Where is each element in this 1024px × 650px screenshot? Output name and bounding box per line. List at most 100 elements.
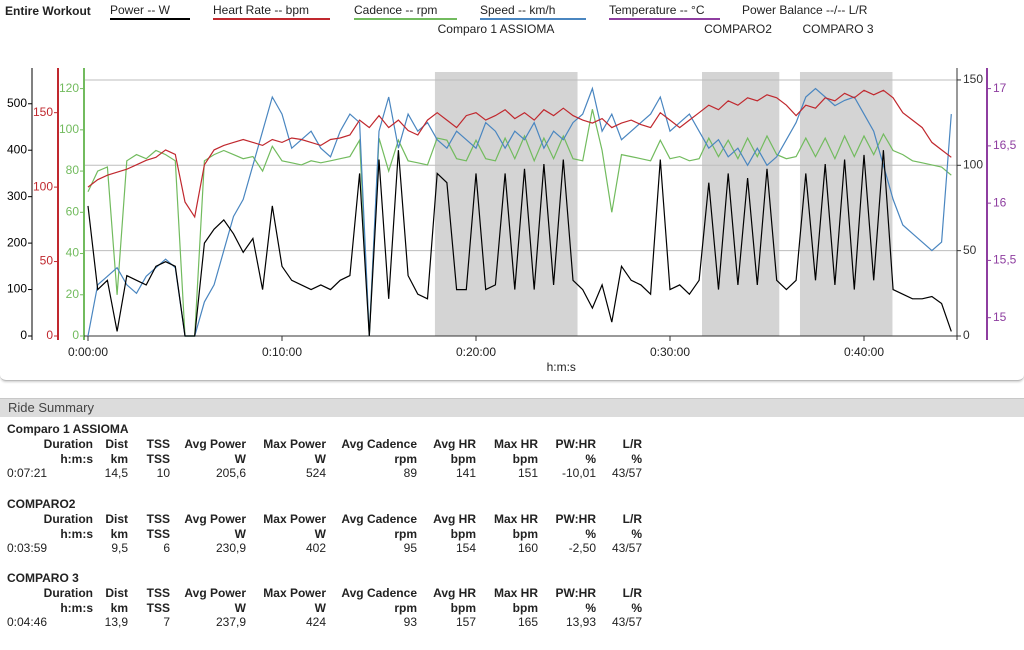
y-tick-label: 17 <box>993 81 1007 95</box>
y-tick-label: 100 <box>7 282 27 296</box>
column-header: Avg HR <box>433 512 476 526</box>
column-unit: W <box>234 601 246 615</box>
table-cell: 10 <box>156 466 170 480</box>
table-cell: 0:03:59 <box>7 541 48 555</box>
legend-label[interactable]: Power -- W <box>110 3 171 17</box>
x-tick-label: 0:30:00 <box>650 345 690 359</box>
y-tick-label: 300 <box>7 189 27 203</box>
column-unit: W <box>314 601 326 615</box>
y-tick-label: 15,5 <box>993 253 1017 267</box>
column-unit: W <box>314 527 326 541</box>
legend-label[interactable]: Temperature -- °C <box>609 3 705 17</box>
summary-bar: Ride Summary <box>0 398 1024 417</box>
table-cell: 43/57 <box>611 466 642 480</box>
column-header: Duration <box>43 586 93 600</box>
table-cell: 151 <box>517 466 538 480</box>
series-line <box>87 150 952 337</box>
column-header: Avg Cadence <box>341 586 417 600</box>
y-tick-label: 120 <box>59 81 79 95</box>
table-cell: 7 <box>163 615 170 629</box>
y-tick-label: 20 <box>66 287 80 301</box>
group-title: COMPARO 3 <box>7 571 79 585</box>
column-header: Avg HR <box>433 437 476 451</box>
column-header: Dist <box>105 512 128 526</box>
column-unit: % <box>585 527 596 541</box>
y-tick-label: 60 <box>66 204 80 218</box>
column-unit: bpm <box>450 601 476 615</box>
table-cell: -10,01 <box>561 466 596 480</box>
column-unit: rpm <box>394 601 417 615</box>
table-cell: 89 <box>403 466 417 480</box>
y-tick-label: 100 <box>59 122 79 136</box>
column-unit: bpm <box>512 527 538 541</box>
column-unit: km <box>110 452 128 466</box>
table-cell: 14,5 <box>104 466 128 480</box>
column-header: Avg Power <box>184 586 246 600</box>
table-cell: 165 <box>517 615 538 629</box>
interval-label: COMPARO 3 <box>802 22 873 36</box>
table-cell: 95 <box>403 541 417 555</box>
table-cell: 0:04:46 <box>7 615 48 629</box>
y-tick-label: 500 <box>7 96 27 110</box>
series-line <box>87 109 952 337</box>
column-unit: % <box>631 527 642 541</box>
y-tick-label: 80 <box>66 163 80 177</box>
column-unit: TSS <box>146 452 170 466</box>
column-header: Max HR <box>493 586 538 600</box>
column-unit: % <box>585 452 596 466</box>
legend-label[interactable]: Heart Rate -- bpm <box>213 3 309 17</box>
column-unit: W <box>234 452 246 466</box>
y-tick-label: 100 <box>963 157 983 171</box>
column-header: Max Power <box>263 437 326 451</box>
column-unit: W <box>234 527 246 541</box>
view-title[interactable]: Entire Workout <box>5 4 91 18</box>
table-cell: 13,93 <box>565 615 596 629</box>
column-unit: bpm <box>512 452 538 466</box>
column-unit: h:m:s <box>60 601 93 615</box>
group-title: COMPARO2 <box>7 497 76 511</box>
column-header: Avg Cadence <box>341 437 417 451</box>
column-header: Avg Power <box>184 512 246 526</box>
column-header: TSS <box>146 512 170 526</box>
table-cell: 205,6 <box>215 466 246 480</box>
legend-label[interactable]: Cadence -- rpm <box>354 3 437 17</box>
column-unit: bpm <box>450 527 476 541</box>
column-unit: km <box>110 601 128 615</box>
x-tick-label: 0:00:00 <box>68 345 108 359</box>
column-unit: W <box>314 452 326 466</box>
table-cell: 524 <box>305 466 326 480</box>
y-tick-label: 0 <box>963 328 970 342</box>
column-unit: h:m:s <box>60 527 93 541</box>
y-tick-label: 40 <box>66 246 80 260</box>
column-header: Max HR <box>493 512 538 526</box>
group-title: Comparo 1 ASSIOMA <box>7 422 129 436</box>
y-tick-label: 0 <box>72 328 79 342</box>
chart: Entire Workout Power -- W Heart Rate -- b… <box>5 3 1017 374</box>
series-line <box>87 86 952 337</box>
column-header: Avg Power <box>184 437 246 451</box>
column-unit: TSS <box>146 527 170 541</box>
table-cell: 424 <box>305 615 326 629</box>
y-tick-label: 200 <box>7 235 27 249</box>
column-header: Dist <box>105 437 128 451</box>
y-tick-label: 15 <box>993 310 1007 324</box>
column-unit: km <box>110 527 128 541</box>
y-tick-label: 0 <box>20 328 27 342</box>
legend-label[interactable]: Power Balance --/-- L/R <box>742 3 868 17</box>
column-header: L/R <box>622 512 642 526</box>
table-cell: 43/57 <box>611 615 642 629</box>
table-cell: 9,5 <box>111 541 128 555</box>
column-unit: rpm <box>394 452 417 466</box>
interval-shade <box>434 72 578 336</box>
interval-shade <box>799 72 893 336</box>
column-unit: % <box>631 601 642 615</box>
y-tick-label: 50 <box>40 254 54 268</box>
table-cell: 141 <box>455 466 476 480</box>
column-header: PW:HR <box>555 586 596 600</box>
legend-label[interactable]: Speed -- km/h <box>480 3 555 17</box>
table-cell: 237,9 <box>215 615 246 629</box>
interval-shade <box>702 72 780 336</box>
table-cell: 93 <box>403 615 417 629</box>
column-header: Max Power <box>263 512 326 526</box>
table-cell: 6 <box>163 541 170 555</box>
